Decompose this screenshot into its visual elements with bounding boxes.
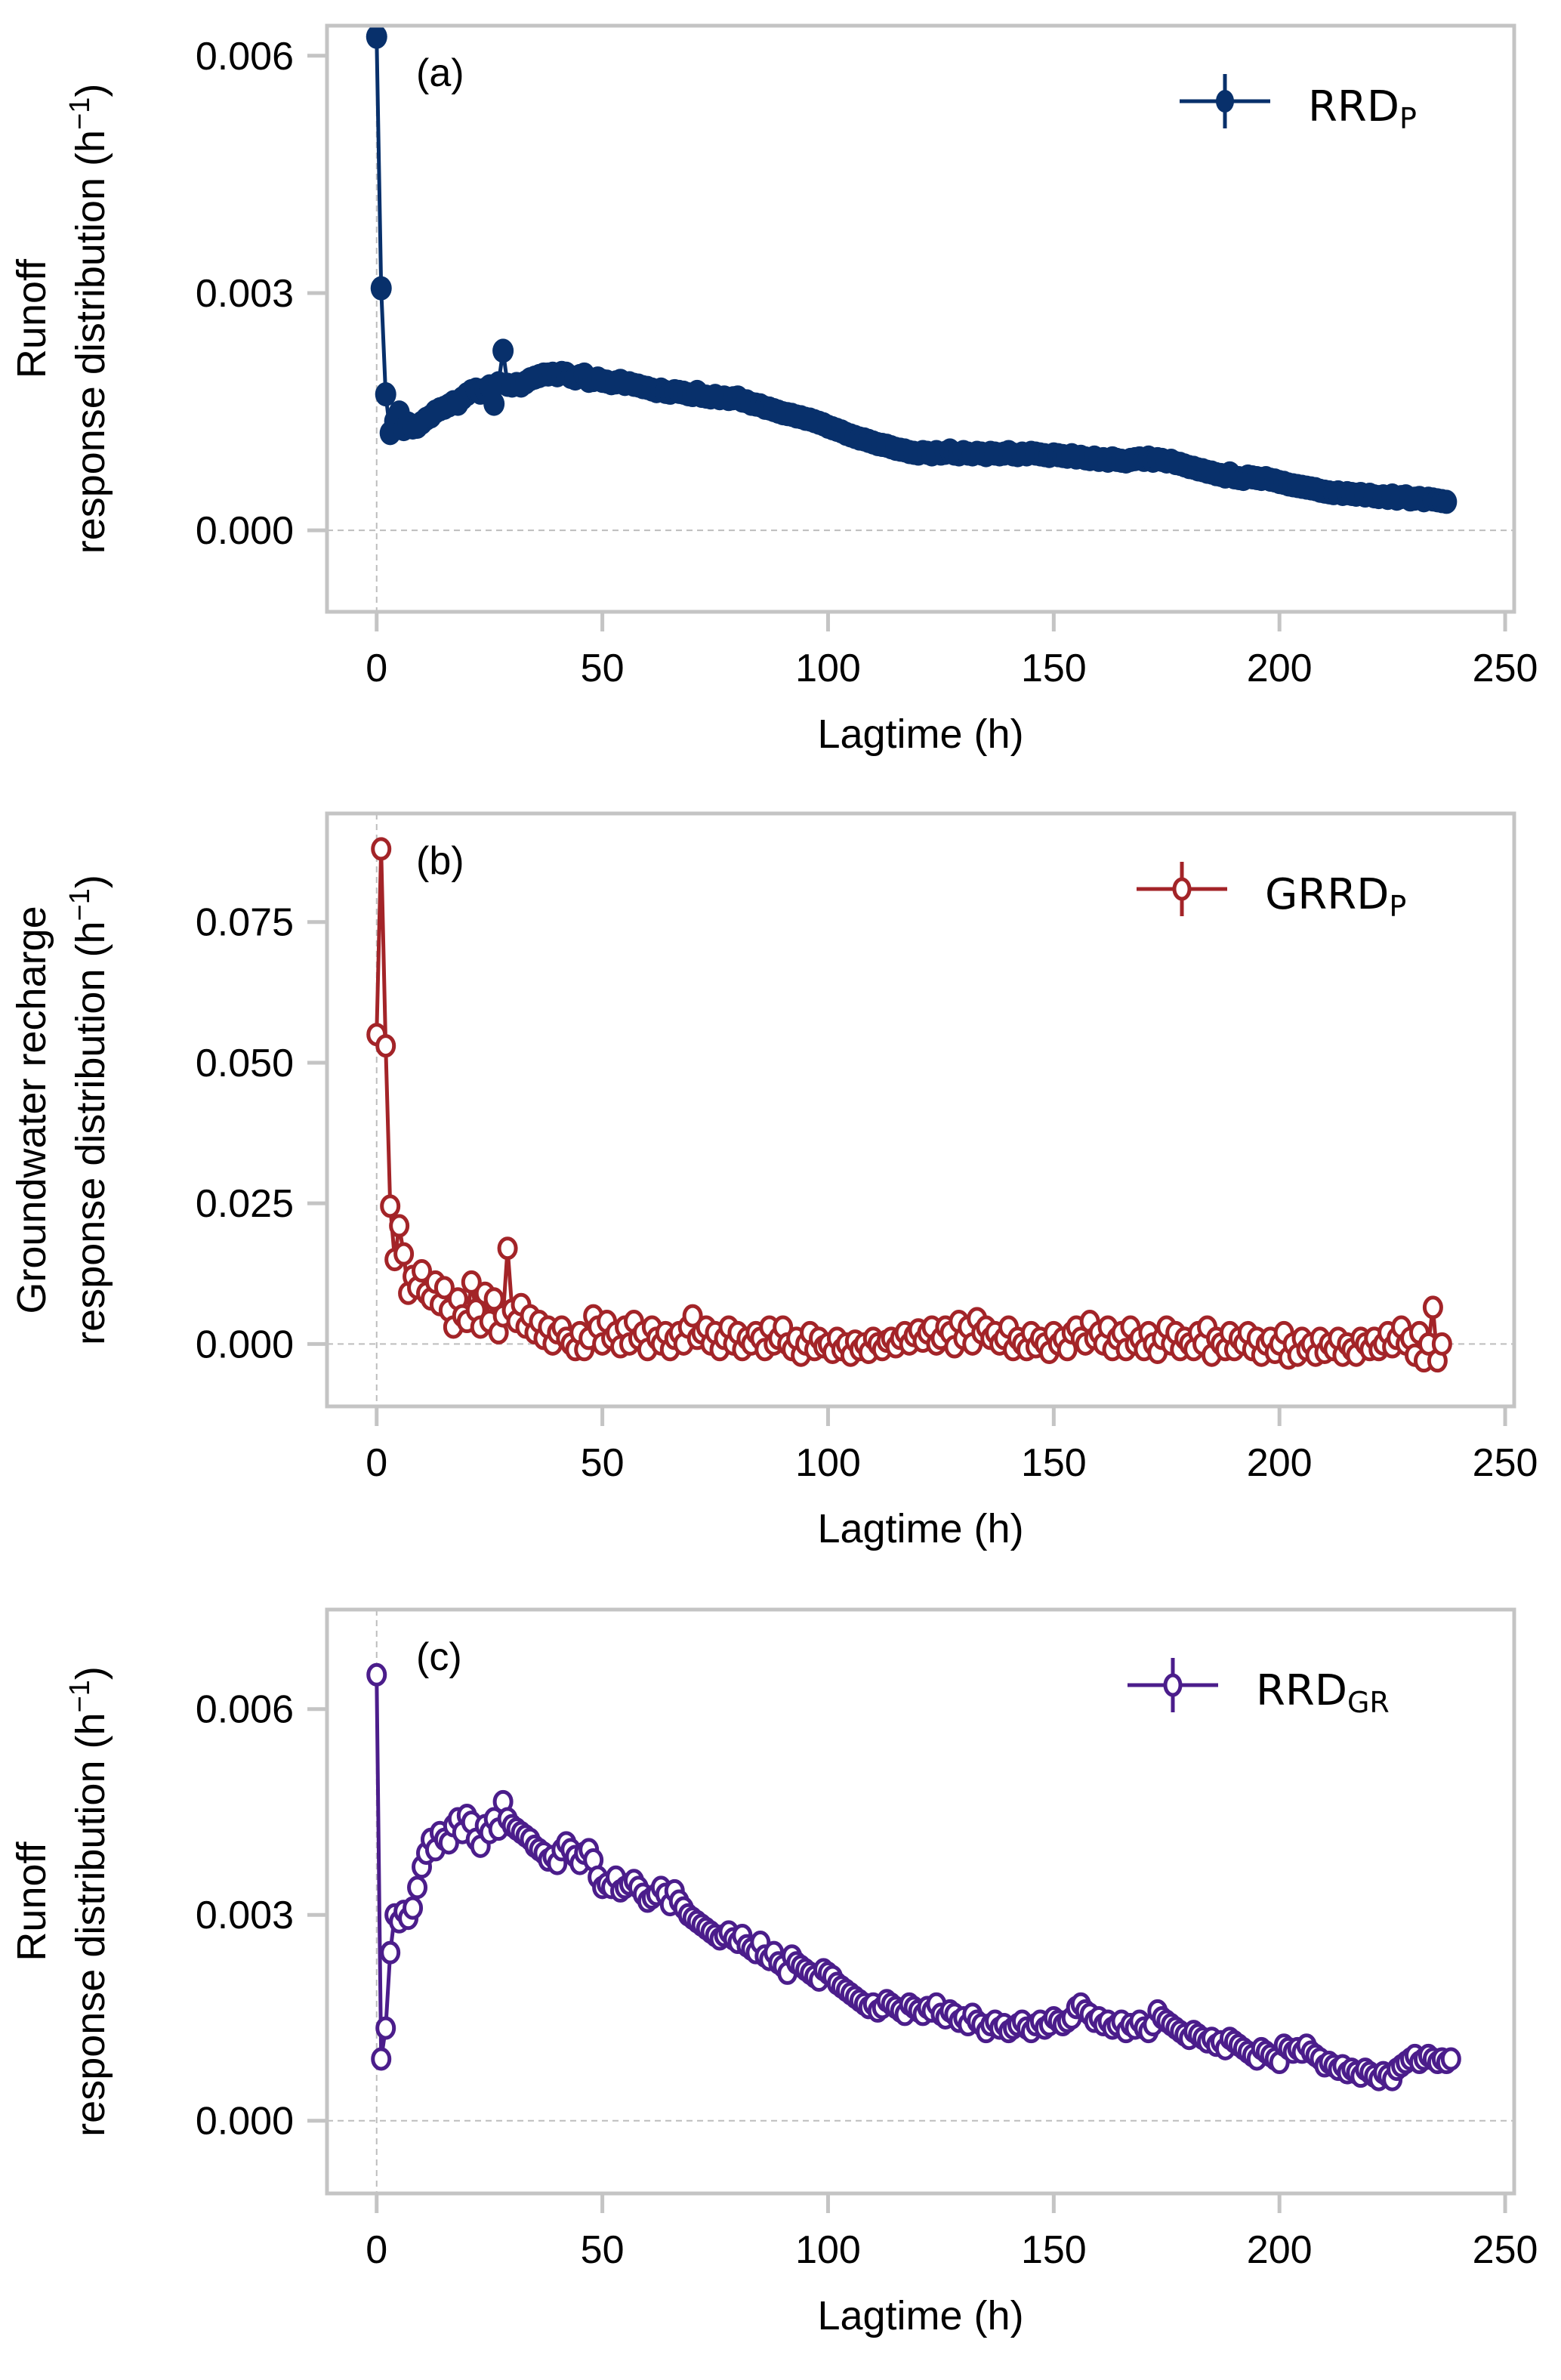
data-point (492, 338, 514, 363)
axes-frame (325, 811, 1516, 1409)
x-tick-label: 150 (1021, 647, 1087, 690)
panel-tag: (a) (416, 51, 464, 95)
data-point (366, 24, 387, 49)
x-axis-label: Lagtime (h) (817, 712, 1023, 757)
data-point (682, 1304, 703, 1328)
x-tick-label: 250 (1473, 2228, 1538, 2272)
legend: RRDGR (1128, 1658, 1390, 1719)
x-tick-label: 100 (795, 1441, 861, 1485)
data-point (380, 1940, 401, 1965)
series-line-GRRD_P (375, 847, 1444, 1363)
legend-marker-icon (1216, 90, 1234, 113)
x-axis-label: Lagtime (h) (817, 1506, 1023, 1551)
panel-tag: (b) (416, 839, 464, 883)
x-tick-label: 0 (366, 2228, 387, 2272)
y-axis-label-line1: Groundwater recharge (9, 906, 54, 1313)
data-point (497, 1236, 518, 1261)
y-tick-label: 0.000 (196, 509, 294, 553)
y-axis-label-line2: response distribution (h−1) (64, 84, 113, 554)
data-point (375, 2016, 396, 2040)
y-axis-label-line1: Runoff (9, 258, 54, 378)
x-tick-label: 50 (581, 647, 625, 690)
data-point (366, 1662, 387, 1687)
x-tick-label: 50 (581, 1441, 625, 1485)
data-point (1436, 489, 1458, 514)
data-point (407, 1875, 428, 1900)
legend-label: RRDP (1308, 82, 1417, 135)
x-tick-label: 0 (366, 647, 387, 690)
data-point (371, 837, 392, 861)
y-axis-label-line2: response distribution (h−1) (64, 1666, 113, 2137)
x-tick-label: 200 (1247, 647, 1313, 690)
data-point (1422, 1295, 1443, 1320)
y-tick-label: 0.025 (196, 1182, 294, 1226)
legend: RRDP (1180, 74, 1417, 135)
data-point (412, 1259, 433, 1283)
data-point (1440, 2047, 1461, 2071)
x-tick-label: 0 (366, 1441, 387, 1485)
y-tick-label: 0.000 (196, 2100, 294, 2144)
x-tick-label: 50 (581, 2228, 625, 2272)
y-axis-label-line1: Runoff (9, 1841, 54, 1961)
legend-label: RRDGR (1256, 1666, 1390, 1719)
x-tick-label: 200 (1247, 2228, 1313, 2272)
x-axis-label: Lagtime (h) (817, 2293, 1023, 2338)
data-point (483, 391, 505, 416)
y-tick-label: 0.003 (196, 1894, 294, 1937)
x-tick-label: 150 (1021, 1441, 1087, 1485)
series-line-RRD_P (375, 36, 1447, 504)
x-tick-label: 100 (795, 2228, 861, 2272)
x-tick-label: 100 (795, 647, 861, 690)
x-tick-label: 250 (1473, 647, 1538, 690)
axes-frame (325, 23, 1516, 614)
panel-a: 0 50 100 150 200 250 0.000 0.003 0.006 Lagtime (h… (9, 23, 1538, 757)
y-axis-label-line2: response distribution (h−1) (64, 875, 113, 1345)
panel-tag: (c) (416, 1635, 462, 1679)
y-tick-label: 0.006 (196, 1688, 294, 1732)
y-tick-label: 0.003 (196, 272, 294, 316)
y-tick-label: 0.050 (196, 1042, 294, 1085)
data-point (375, 382, 396, 407)
data-point (403, 1896, 424, 1920)
data-point (371, 2047, 392, 2071)
legend-label: GRRDP (1265, 870, 1406, 923)
data-point (375, 1034, 396, 1058)
y-tick-label: 0.000 (196, 1323, 294, 1366)
legend-marker-icon (1172, 877, 1192, 901)
x-tick-label: 200 (1247, 1441, 1313, 1485)
legend-marker-icon (1163, 1673, 1183, 1697)
data-point (433, 1276, 455, 1300)
x-tick-label: 250 (1473, 1441, 1538, 1485)
data-point (389, 1214, 410, 1238)
data-point (370, 276, 392, 301)
x-tick-label: 150 (1021, 2228, 1087, 2272)
axes-frame (325, 1607, 1516, 2196)
panel-c: 0 50 100 150 200 250 0.000 0.003 0.006 Lagtime (h… (9, 1607, 1538, 2338)
data-point (380, 1194, 401, 1218)
data-point (483, 1287, 504, 1311)
panel-b: 0 50 100 150 200 250 0.000 0.025 0.050 0.075 Lagti… (9, 811, 1538, 1551)
data-point (461, 1270, 482, 1294)
data-point (1431, 1332, 1452, 1356)
data-point (393, 1242, 415, 1266)
y-tick-label: 0.006 (196, 35, 294, 79)
legend: GRRDP (1137, 862, 1406, 923)
y-tick-label: 0.075 (196, 901, 294, 945)
